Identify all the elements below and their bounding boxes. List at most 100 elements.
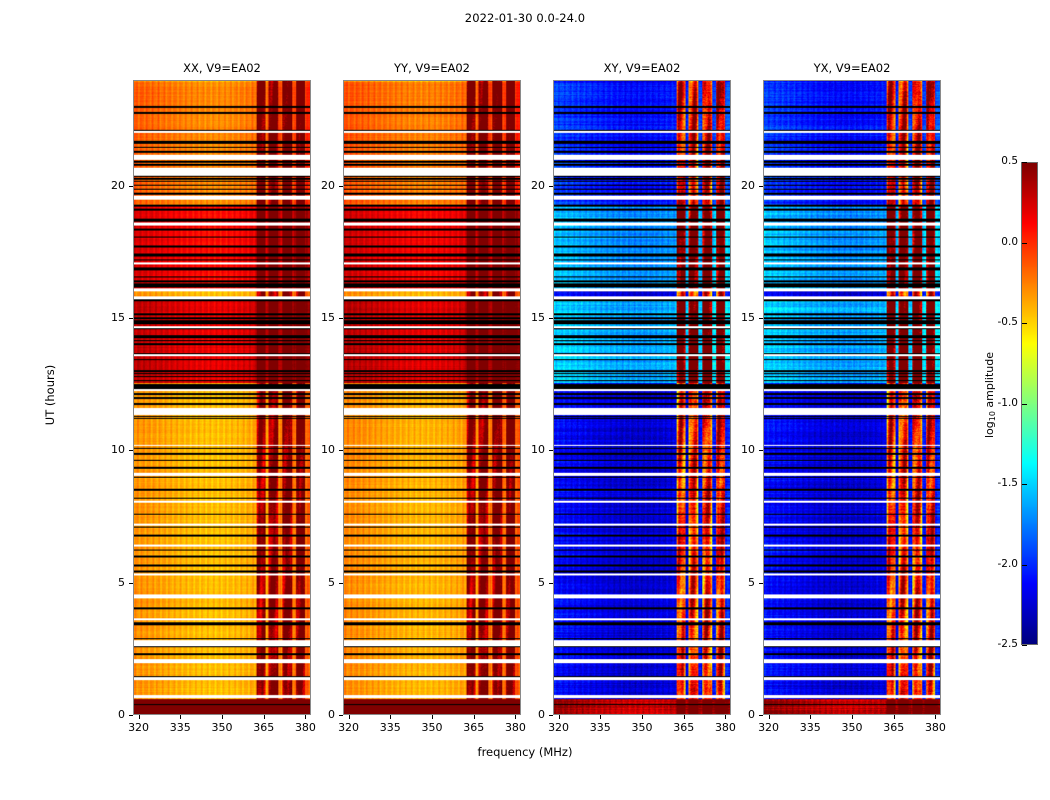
y-tick-mark (549, 450, 553, 452)
x-tick-mark (810, 715, 812, 719)
figure-suptitle: 2022-01-30 0.0-24.0 (464, 11, 586, 25)
y-tick-label-5: 5 (328, 575, 335, 589)
colorbar-tick-label: 0.0 (1001, 235, 1018, 248)
x-tick-label-365: 365 (883, 721, 905, 734)
colorbar-tick-label: -2.0 (997, 557, 1019, 570)
heatmap-panel-yx[interactable] (763, 80, 941, 715)
x-tick-label-350: 350 (421, 721, 443, 734)
x-tick-mark (600, 715, 602, 719)
x-tick-mark (305, 715, 307, 719)
x-tick-label-380: 380 (714, 721, 736, 734)
x-tick-mark (893, 715, 895, 719)
x-tick-label-335: 335 (589, 721, 611, 734)
y-tick-label-20: 20 (531, 178, 545, 192)
x-tick-label-350: 350 (841, 721, 863, 734)
x-tick-mark (263, 715, 265, 719)
colorbar-label-sub: 10 (988, 411, 997, 422)
x-tick-mark (768, 715, 770, 719)
x-tick-mark (725, 715, 727, 719)
y-tick-mark (339, 715, 343, 716)
y-tick-mark (339, 318, 343, 320)
colorbar-tick-label: -1.0 (997, 396, 1019, 409)
panel-title-xx: XX, V9=EA02 (183, 61, 261, 75)
colorbar-tick-mark (1022, 645, 1027, 646)
panel-title-yy: YY, V9=EA02 (394, 61, 470, 75)
y-tick-label-15: 15 (321, 311, 335, 325)
y-tick-mark (129, 582, 133, 584)
y-tick-mark (759, 185, 763, 187)
y-tick-label-20: 20 (111, 178, 125, 192)
panel-title-xy: XY, V9=EA02 (603, 61, 681, 75)
x-tick-label-350: 350 (631, 721, 653, 734)
colorbar[interactable] (1021, 162, 1038, 645)
y-tick-label-20: 20 (741, 178, 755, 192)
y-tick-label-0: 0 (328, 708, 335, 721)
y-tick-label-15: 15 (741, 311, 755, 325)
x-tick-mark (935, 715, 937, 719)
x-tick-label-365: 365 (253, 721, 275, 734)
y-tick-mark (759, 582, 763, 584)
x-tick-label-335: 335 (379, 721, 401, 734)
colorbar-tick-label: -0.5 (997, 316, 1019, 328)
y-tick-label-20: 20 (321, 178, 335, 192)
x-tick-label-365: 365 (673, 721, 695, 734)
y-tick-label-15: 15 (111, 311, 125, 325)
y-tick-mark (339, 450, 343, 452)
x-tick-label-320: 320 (338, 721, 360, 734)
y-tick-mark (129, 715, 133, 716)
x-tick-mark (473, 715, 475, 719)
y-tick-mark (129, 318, 133, 320)
heatmap-panel-xy[interactable] (553, 80, 731, 715)
x-tick-mark (558, 715, 560, 719)
colorbar-tick-label: -1.5 (997, 477, 1019, 489)
colorbar-tick-label: 0.5 (1001, 155, 1018, 167)
y-tick-mark (339, 582, 343, 584)
y-tick-mark (759, 318, 763, 320)
x-tick-mark (683, 715, 685, 719)
y-tick-mark (759, 450, 763, 452)
y-tick-mark (759, 715, 763, 716)
x-tick-label-320: 320 (758, 721, 780, 734)
x-tick-label-365: 365 (463, 721, 485, 734)
y-tick-label-5: 5 (538, 575, 545, 589)
x-tick-label-320: 320 (548, 721, 570, 734)
x-tick-label-350: 350 (211, 721, 233, 734)
colorbar-label: log10 amplitude (983, 335, 997, 455)
colorbar-tick-mark (1022, 564, 1027, 566)
x-axis-label: frequency (MHz) (477, 745, 573, 759)
panel-title-yx: YX, V9=EA02 (813, 61, 891, 75)
colorbar-tick-label: -2.5 (997, 638, 1019, 650)
y-tick-mark (549, 715, 553, 716)
x-tick-label-335: 335 (799, 721, 821, 734)
y-tick-label-0: 0 (538, 708, 545, 721)
y-tick-label-5: 5 (748, 575, 755, 589)
y-tick-label-10: 10 (111, 443, 125, 457)
x-tick-label-380: 380 (504, 721, 526, 734)
x-tick-mark (432, 715, 433, 719)
y-tick-mark (549, 582, 553, 584)
heatmap-panel-xx[interactable] (133, 80, 311, 715)
colorbar-tick-mark (1022, 162, 1027, 163)
y-tick-mark (549, 185, 553, 187)
x-tick-mark (138, 715, 140, 719)
y-tick-label-5: 5 (118, 575, 125, 589)
colorbar-tick-mark (1022, 242, 1027, 244)
x-tick-label-335: 335 (169, 721, 191, 734)
x-tick-mark (390, 715, 392, 719)
colorbar-tick-mark (1022, 323, 1027, 324)
y-tick-mark (129, 185, 133, 187)
y-axis-label: UT (hours) (43, 364, 57, 426)
heatmap-panel-yy[interactable] (343, 80, 521, 715)
y-tick-mark (339, 185, 343, 187)
y-tick-label-10: 10 (321, 443, 335, 457)
y-tick-mark (129, 450, 133, 452)
x-tick-label-320: 320 (128, 721, 150, 734)
x-tick-mark (515, 715, 517, 719)
x-tick-mark (180, 715, 182, 719)
x-tick-label-380: 380 (294, 721, 316, 734)
x-tick-mark (852, 715, 853, 719)
x-tick-mark (642, 715, 643, 719)
y-tick-label-15: 15 (531, 311, 545, 325)
x-tick-label-380: 380 (924, 721, 946, 734)
